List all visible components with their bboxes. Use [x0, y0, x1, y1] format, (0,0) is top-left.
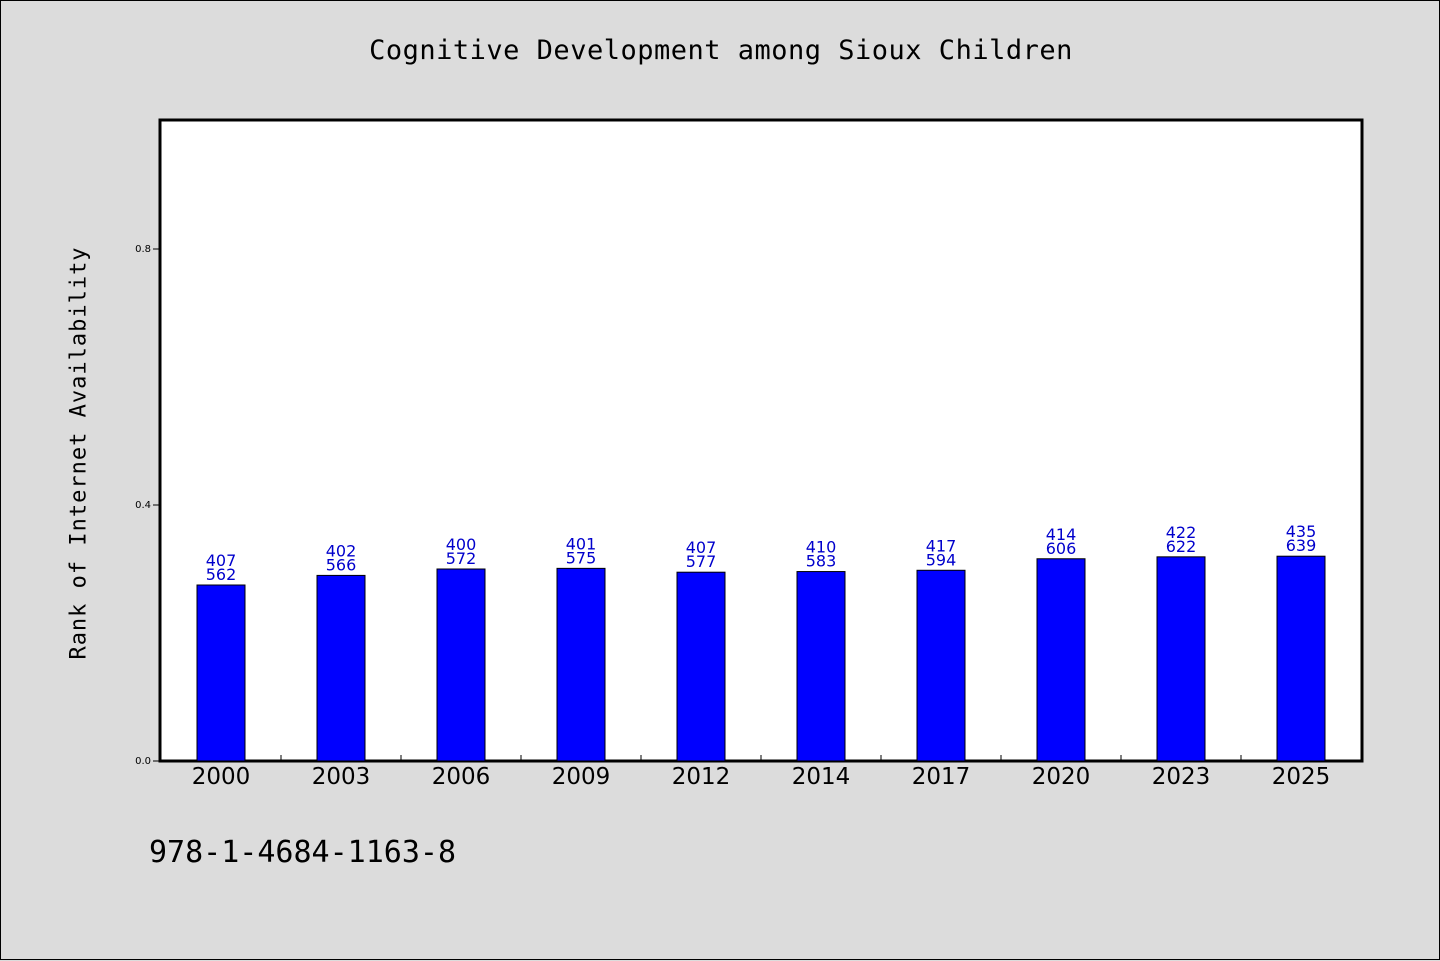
data-label-bottom-2020: 606	[1046, 539, 1077, 558]
x-tick-label-2023: 2023	[1152, 764, 1211, 790]
x-tick-label-2000: 2000	[192, 764, 251, 790]
bar-2014	[796, 571, 846, 762]
data-label-top-2014: 410	[806, 538, 837, 557]
data-label-top-2003: 402	[326, 541, 357, 560]
data-label-bottom-2006: 572	[446, 549, 477, 568]
x-tick-label-2014: 2014	[792, 764, 851, 790]
x-tick-label-2009: 2009	[552, 764, 611, 790]
bar-2017	[916, 569, 966, 762]
chart-title: Cognitive Development among Sioux Childr…	[369, 35, 1073, 66]
x-tick-label-2025: 2025	[1272, 764, 1331, 790]
data-label-bottom-2017: 594	[926, 550, 957, 569]
x-axis: 2000 2003 2006 2009 2012 2014 2017 2020 2023 2025	[192, 755, 1331, 790]
bar-2006	[436, 568, 486, 762]
data-label-top-2020: 414	[1046, 525, 1077, 544]
data-label-bottom-2009: 575	[566, 548, 597, 567]
data-label-top-2000: 407	[206, 551, 237, 570]
x-tick-label-2006: 2006	[432, 764, 491, 790]
y-tick-label-0.0: 0.0	[135, 756, 151, 767]
isbn-text: 978-1-4684-1163-8	[149, 835, 457, 870]
bars-group	[196, 555, 1326, 762]
bar-2025	[1276, 555, 1326, 762]
y-tick-label-0.4: 0.4	[135, 500, 151, 511]
x-tick-label-2012: 2012	[672, 764, 731, 790]
bar-2000	[196, 584, 246, 762]
data-label-top-2012: 407	[686, 538, 717, 557]
data-label-top-2017: 417	[926, 536, 957, 555]
x-tick-label-2017: 2017	[912, 764, 971, 790]
y-tick-label-0.8: 0.8	[135, 244, 151, 255]
data-label-top-2006: 400	[446, 535, 477, 554]
bar-2003	[316, 574, 366, 762]
data-label-bottom-2012: 577	[686, 552, 717, 571]
data-label-top-2025: 435	[1286, 522, 1317, 541]
data-label-bottom-2023: 622	[1166, 537, 1197, 556]
data-label-bottom-2003: 566	[326, 555, 357, 574]
x-tick-label-2020: 2020	[1032, 764, 1091, 790]
bar-2012	[676, 571, 726, 762]
bar-2023	[1156, 556, 1206, 762]
y-axis: 0.0 0.4 0.8	[135, 244, 161, 767]
x-tick-label-2003: 2003	[312, 764, 371, 790]
data-label-bottom-2014: 583	[806, 552, 837, 571]
data-labels-group: 4075624025664005724015754075774105834175…	[206, 522, 1317, 584]
data-label-bottom-2000: 562	[206, 565, 237, 584]
data-label-top-2023: 422	[1166, 523, 1197, 542]
bar-2009	[556, 567, 606, 762]
data-label-bottom-2025: 639	[1286, 536, 1317, 555]
bar-2020	[1036, 558, 1086, 762]
data-label-top-2009: 401	[566, 534, 597, 553]
